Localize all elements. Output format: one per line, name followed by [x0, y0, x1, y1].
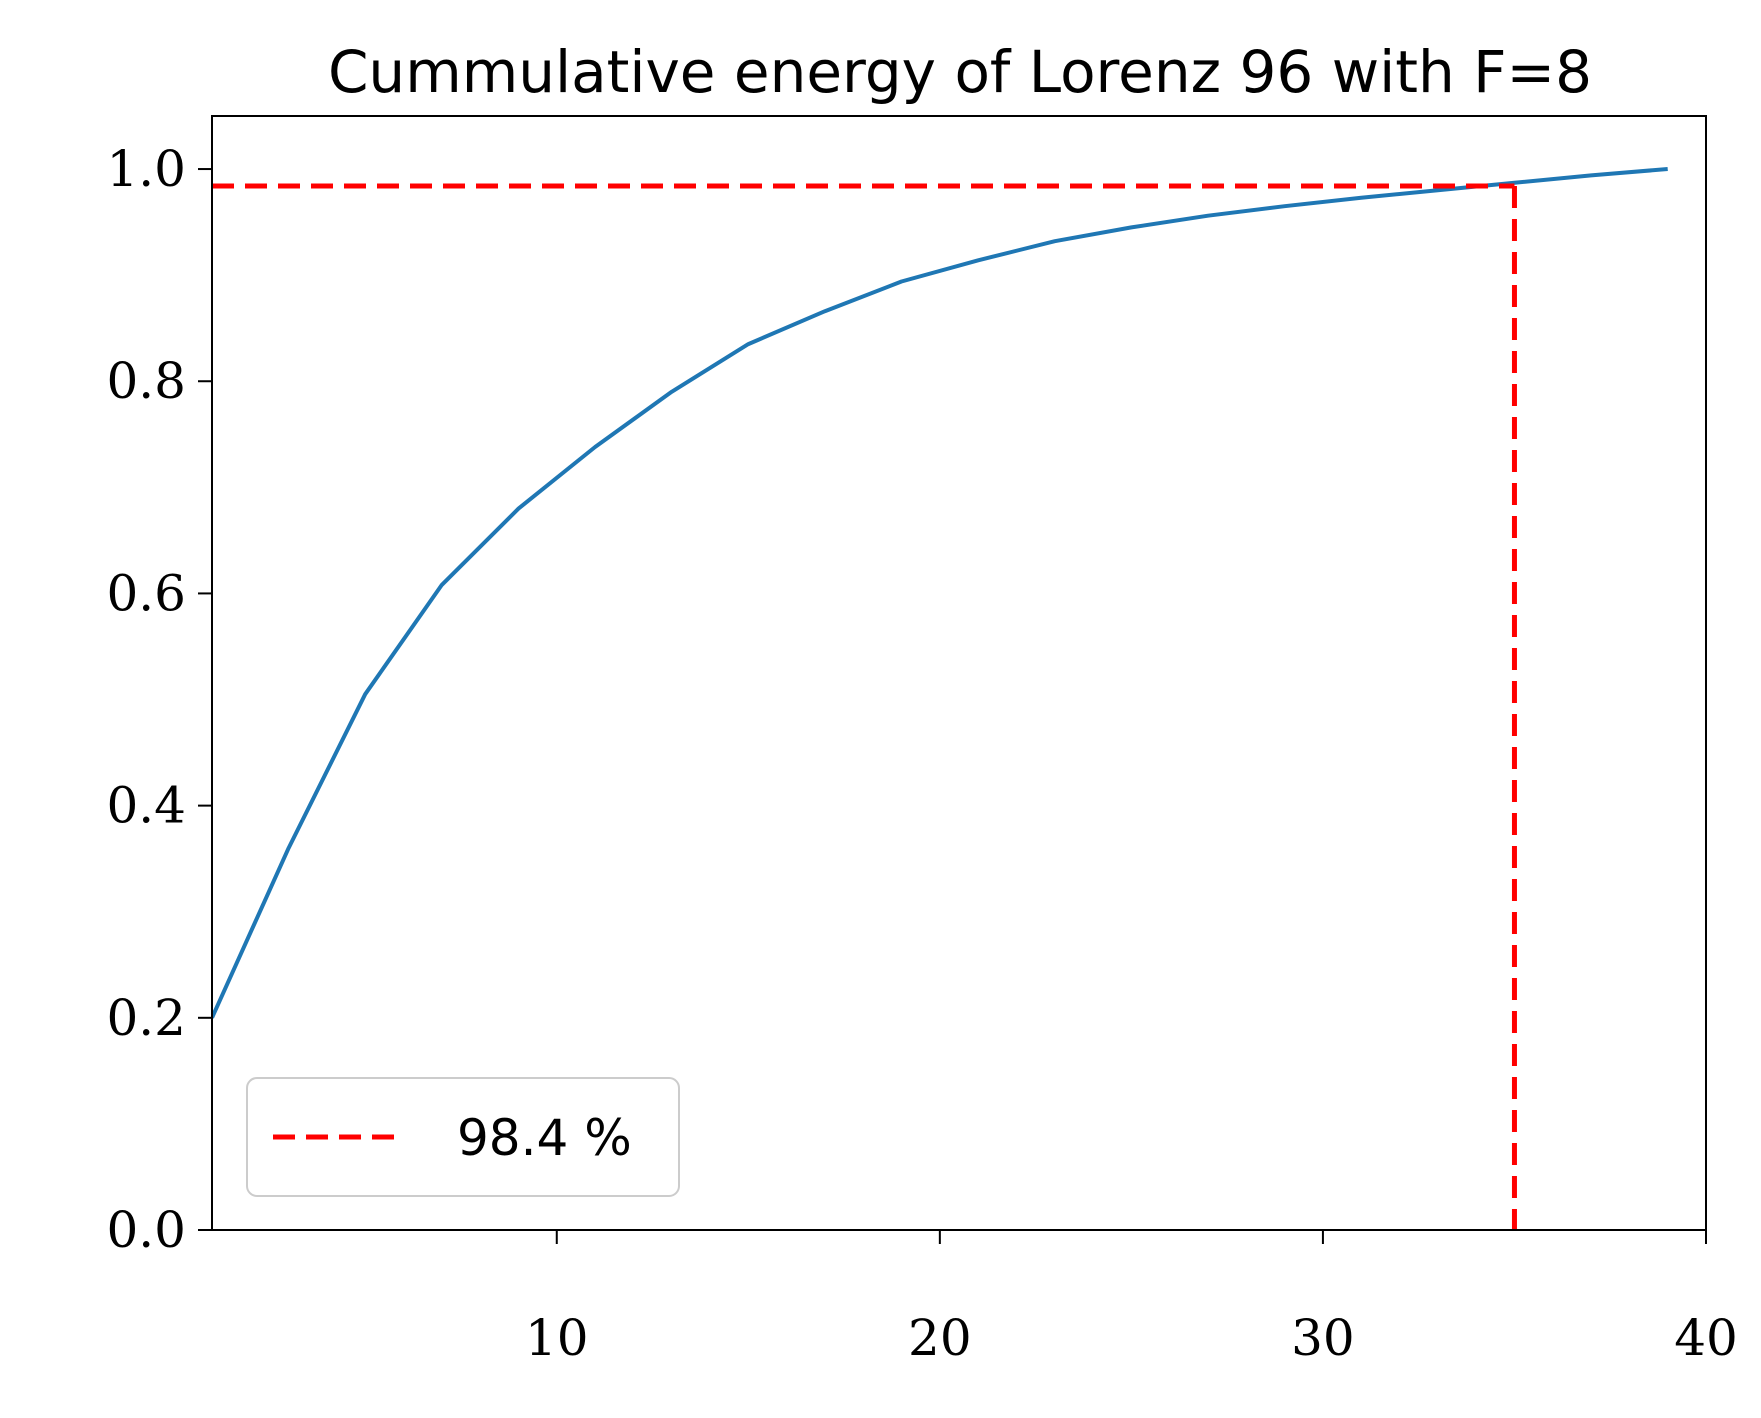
axes: 0.0 0.2 0.4 0.6 0.8 1.0 10 20 30 40 — [106, 115, 1738, 1367]
chart-title: Cummulative energy of Lorenz 96 with F=8 — [328, 38, 1592, 106]
x-tick-label: 30 — [1291, 1309, 1355, 1367]
x-tick-label: 20 — [908, 1309, 972, 1367]
x-tick-label: 10 — [525, 1309, 589, 1367]
legend-box — [246, 1077, 680, 1197]
series-line-0 — [212, 167, 1668, 1019]
y-tick-label: 0.2 — [106, 989, 186, 1047]
y-tick-label: 0.8 — [106, 352, 186, 410]
legend-label: 98.4 % — [457, 1109, 632, 1167]
y-tick-label: 0.4 — [106, 777, 186, 835]
y-tick-label: 0.6 — [106, 564, 186, 622]
y-tick-label: 1.0 — [106, 140, 186, 198]
plot-area — [212, 167, 1668, 1230]
x-tick-label: 40 — [1674, 1309, 1738, 1367]
y-tick-label: 0.0 — [106, 1201, 186, 1259]
axes-frame — [211, 115, 1707, 1231]
legend: 98.4 % — [246, 1077, 680, 1197]
